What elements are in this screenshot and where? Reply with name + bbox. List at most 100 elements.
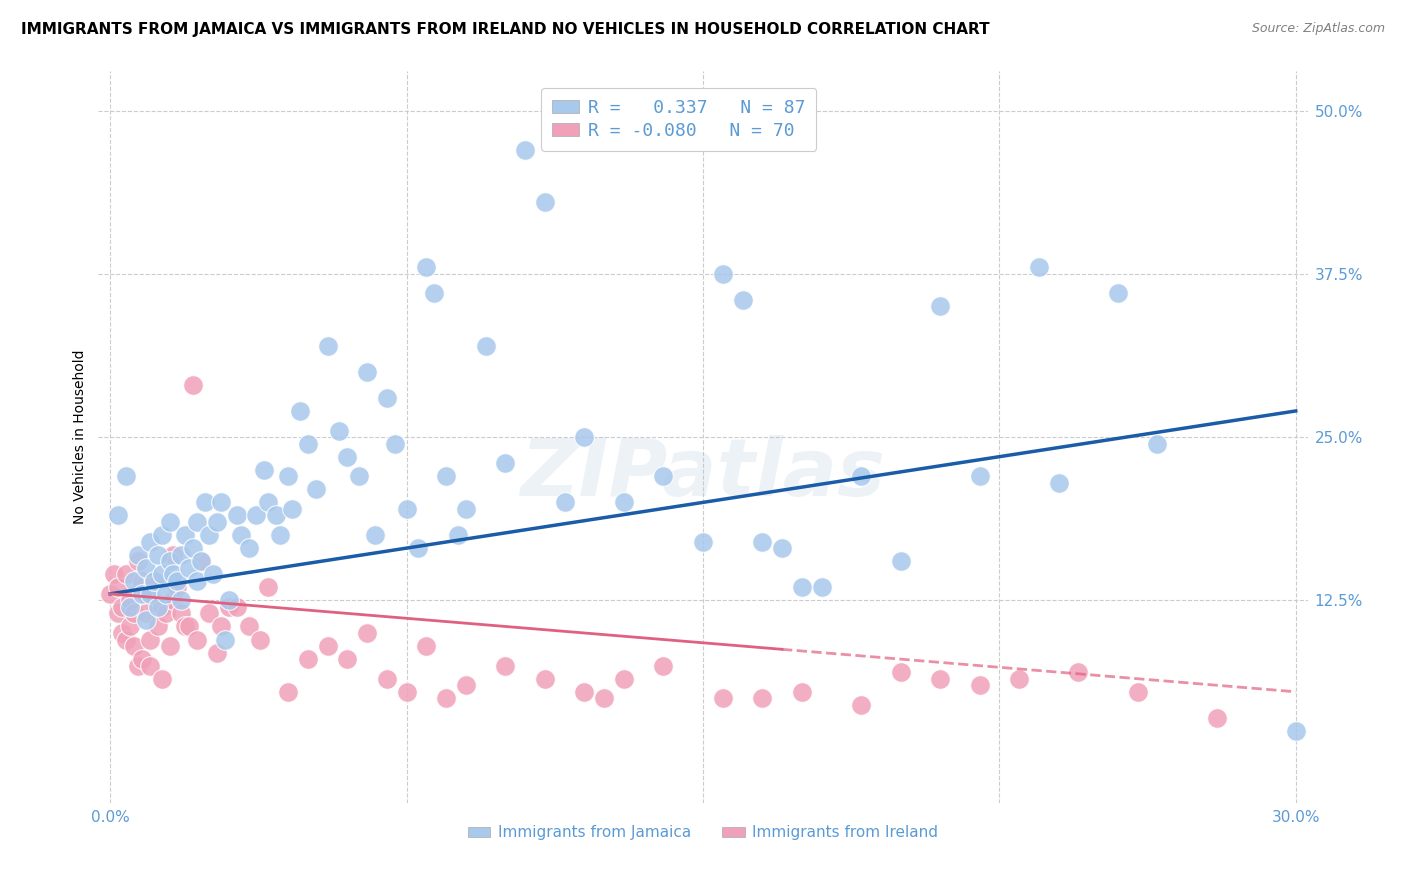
Point: [122, 607, 145, 621]
Point: [375, 391, 398, 405]
Point: [356, 626, 378, 640]
Point: [181, 377, 204, 392]
Point: [790, 580, 813, 594]
Point: [316, 339, 339, 353]
Point: [969, 678, 991, 692]
Point: [186, 632, 208, 647]
Point: [198, 528, 221, 542]
Point: [751, 691, 773, 706]
Point: [454, 678, 477, 692]
Point: [155, 607, 177, 621]
Point: [316, 639, 339, 653]
Point: [146, 548, 169, 562]
Point: [139, 658, 162, 673]
Point: [218, 599, 240, 614]
Point: [194, 495, 217, 509]
Point: [174, 619, 197, 633]
Point: [135, 560, 157, 574]
Point: [238, 541, 260, 555]
Point: [131, 574, 153, 588]
Point: [209, 495, 232, 509]
Point: [534, 194, 557, 209]
Point: [174, 528, 197, 542]
Point: [849, 698, 872, 712]
Point: [170, 607, 193, 621]
Point: [118, 599, 141, 614]
Point: [159, 639, 181, 653]
Point: [408, 541, 430, 555]
Point: [127, 548, 149, 562]
Point: [253, 463, 276, 477]
Point: [186, 515, 208, 529]
Point: [162, 567, 184, 582]
Point: [218, 593, 240, 607]
Point: [257, 580, 280, 594]
Point: [150, 567, 173, 582]
Point: [454, 502, 477, 516]
Point: [214, 632, 236, 647]
Point: [1285, 723, 1308, 738]
Point: [336, 450, 359, 464]
Point: [131, 587, 153, 601]
Point: [202, 567, 225, 582]
Point: [179, 619, 201, 633]
Point: [170, 548, 193, 562]
Point: [1047, 475, 1070, 490]
Point: [1107, 286, 1129, 301]
Point: [142, 574, 165, 588]
Point: [1205, 711, 1227, 725]
Point: [969, 469, 991, 483]
Point: [186, 574, 208, 588]
Point: [711, 267, 734, 281]
Point: [135, 587, 157, 601]
Point: [127, 554, 149, 568]
Point: [205, 646, 228, 660]
Text: IMMIGRANTS FROM JAMAICA VS IMMIGRANTS FROM IRELAND NO VEHICLES IN HOUSEHOLD CORR: IMMIGRANTS FROM JAMAICA VS IMMIGRANTS FR…: [21, 22, 990, 37]
Point: [131, 652, 153, 666]
Point: [297, 436, 319, 450]
Point: [264, 508, 287, 523]
Point: [574, 430, 596, 444]
Text: Source: ZipAtlas.com: Source: ZipAtlas.com: [1251, 22, 1385, 36]
Point: [162, 593, 184, 607]
Point: [159, 515, 181, 529]
Point: [225, 508, 247, 523]
Point: [139, 534, 162, 549]
Point: [150, 528, 173, 542]
Point: [305, 483, 328, 497]
Point: [166, 574, 188, 588]
Point: [198, 607, 221, 621]
Point: [356, 365, 378, 379]
Legend: Immigrants from Jamaica, Immigrants from Ireland: Immigrants from Jamaica, Immigrants from…: [461, 819, 945, 847]
Point: [225, 599, 247, 614]
Point: [139, 587, 162, 601]
Point: [155, 587, 177, 601]
Point: [415, 260, 437, 275]
Point: [613, 672, 636, 686]
Point: [474, 339, 496, 353]
Point: [364, 528, 387, 542]
Point: [731, 293, 754, 307]
Point: [929, 300, 952, 314]
Point: [288, 404, 311, 418]
Point: [127, 658, 149, 673]
Point: [115, 632, 138, 647]
Point: [142, 574, 165, 588]
Point: [297, 652, 319, 666]
Point: [111, 626, 134, 640]
Point: [98, 587, 121, 601]
Point: [122, 574, 145, 588]
Point: [415, 639, 437, 653]
Y-axis label: No Vehicles in Household: No Vehicles in Household: [73, 350, 87, 524]
Point: [103, 567, 125, 582]
Point: [652, 658, 675, 673]
Point: [166, 580, 188, 594]
Point: [336, 652, 359, 666]
Point: [159, 554, 181, 568]
Point: [929, 672, 952, 686]
Point: [277, 685, 299, 699]
Point: [107, 508, 129, 523]
Point: [395, 502, 418, 516]
Point: [554, 495, 576, 509]
Point: [179, 560, 201, 574]
